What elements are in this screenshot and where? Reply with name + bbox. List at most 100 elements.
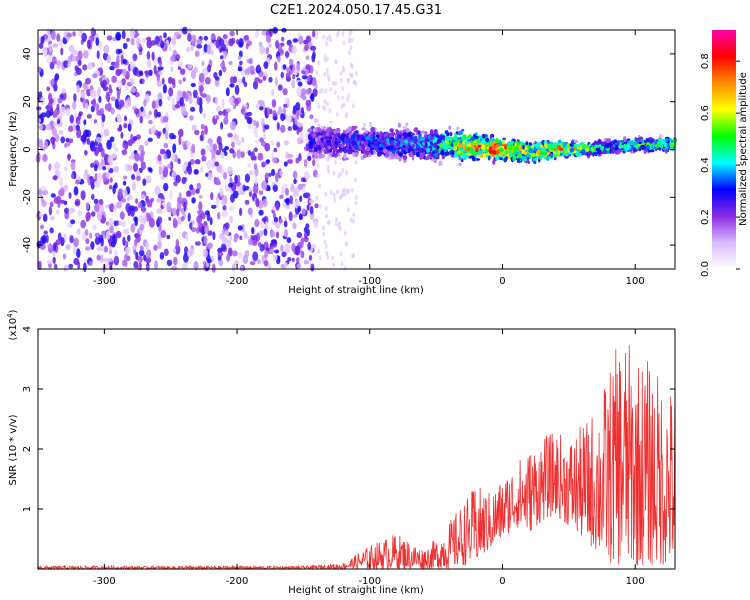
spectrogram-cell [517,152,522,158]
spectrogram-cell [297,205,302,213]
spectrogram-cell [326,132,330,137]
spectrogram-cell [332,144,335,149]
spectrogram-cell [257,152,264,161]
spectrogram-cell [402,155,408,160]
spectrogram-cell [45,123,52,131]
spectrogram-cell [196,215,203,224]
spectrogram-cell [198,72,205,83]
spectrogram-cell [77,209,83,217]
spectrogram-cell [370,127,376,132]
spectrogram-cell [292,74,296,80]
spectrogram-cell [430,129,434,134]
spectrogram-cell [47,244,53,248]
spectrogram-cell [85,202,90,210]
spectrogram-cell [70,161,76,171]
spectrogram-cell [125,246,131,255]
spectrogram-cell [235,139,241,146]
spectrogram-cell [316,163,320,168]
spectrogram-cell [73,237,79,248]
spectrogram-cell [335,32,339,38]
spectrogram-cell [334,221,338,227]
spectrogram-cell [68,209,74,214]
spectrogram-cell [345,111,349,117]
spectrogram-cell [549,144,555,151]
spectrogram-cell [269,139,275,147]
spectrogram-cell [216,164,223,173]
spectrogram-cell [121,78,126,86]
spectrogram-cell [347,93,350,99]
spectrogram-cell [397,122,401,128]
spectrogram-cell [81,32,87,43]
spectrogram-cell [534,140,537,145]
spectrogram-cell [252,251,259,262]
spectrogram-cell [465,146,469,150]
spectrogram-cell [271,168,276,177]
spectrogram-cell [389,128,394,133]
spectrogram-cell [283,140,289,146]
spectrogram-cell [146,249,152,259]
spectrogram-cell [337,224,341,230]
spectrogram-cell [178,91,184,96]
spectrogram-cell [263,61,269,69]
spectrogram-cell [166,201,172,212]
spectrogram-cell [50,136,56,144]
spectrogram-cell [60,47,64,56]
spectrogram-cell [318,183,322,189]
spectrogram-cell [185,233,189,242]
snr-background [38,329,675,569]
spectrogram-cell [92,224,97,231]
spectrogram-cell [174,31,180,37]
spectrogram-cell [411,132,415,136]
spectrogram-cell [161,77,165,85]
spectrogram-cell [322,104,326,110]
y-tick-label: 40 [22,48,33,61]
spectrogram-cell [148,111,152,115]
spectrogram-cell [100,246,105,252]
spectrogram-cell [423,140,426,144]
spectrogram-cell [78,111,83,117]
spectrogram-cell [320,130,326,134]
spectrogram-cell [264,124,270,130]
spectrogram-cell [488,138,493,145]
spectrogram-cell [564,153,569,157]
spectrogram-cell [97,87,101,97]
spectrogram-cell [339,194,343,200]
spectrogram-cell [464,141,469,145]
spectrogram-cell [187,249,193,258]
spectrogram-cell [305,223,310,229]
spectrogram-cell [526,153,530,158]
spectrogram-cell [137,201,143,209]
spectrogram-cell [69,114,74,124]
spectrogram-cell [411,155,415,161]
spectrogram-cell [577,152,582,157]
spectrogram-cell [139,245,144,252]
y-tick-label: 1 [22,506,33,512]
spectrogram-cell [243,230,248,239]
spectrogram-cell [44,34,49,40]
spectrogram-cell [144,70,150,75]
spectrogram-cell [286,114,292,124]
spectrogram-cell [343,265,347,271]
spectrogram-cell [168,87,174,97]
colorbar: 0.0 0.2 0.4 0.6 0.8 Normalized spectral ampl… [700,30,749,277]
spectrogram-cell [499,151,503,157]
spectrogram-cell [74,198,81,207]
spectrogram-cell [245,102,250,110]
snr-y-label: SNR (10 * v/v) [8,414,19,485]
spectrogram-cell [317,60,321,66]
spectrogram-cell [221,200,226,206]
spectrogram-cell [113,250,118,256]
spectrogram-cell [448,125,452,130]
spectrogram-cell [345,241,349,247]
spectrogram-cell [341,168,345,173]
spectrogram-cell [325,213,328,219]
spectrogram-cell [191,143,196,154]
spectrogram-cell [251,227,255,235]
spectrogram-cell [298,213,303,221]
spectrogram-cell [458,156,463,161]
spectrogram-cell [94,232,101,238]
spectrogram-cell [514,151,520,155]
spectrogram-cell [58,177,64,187]
spectrogram-cell [492,140,497,144]
